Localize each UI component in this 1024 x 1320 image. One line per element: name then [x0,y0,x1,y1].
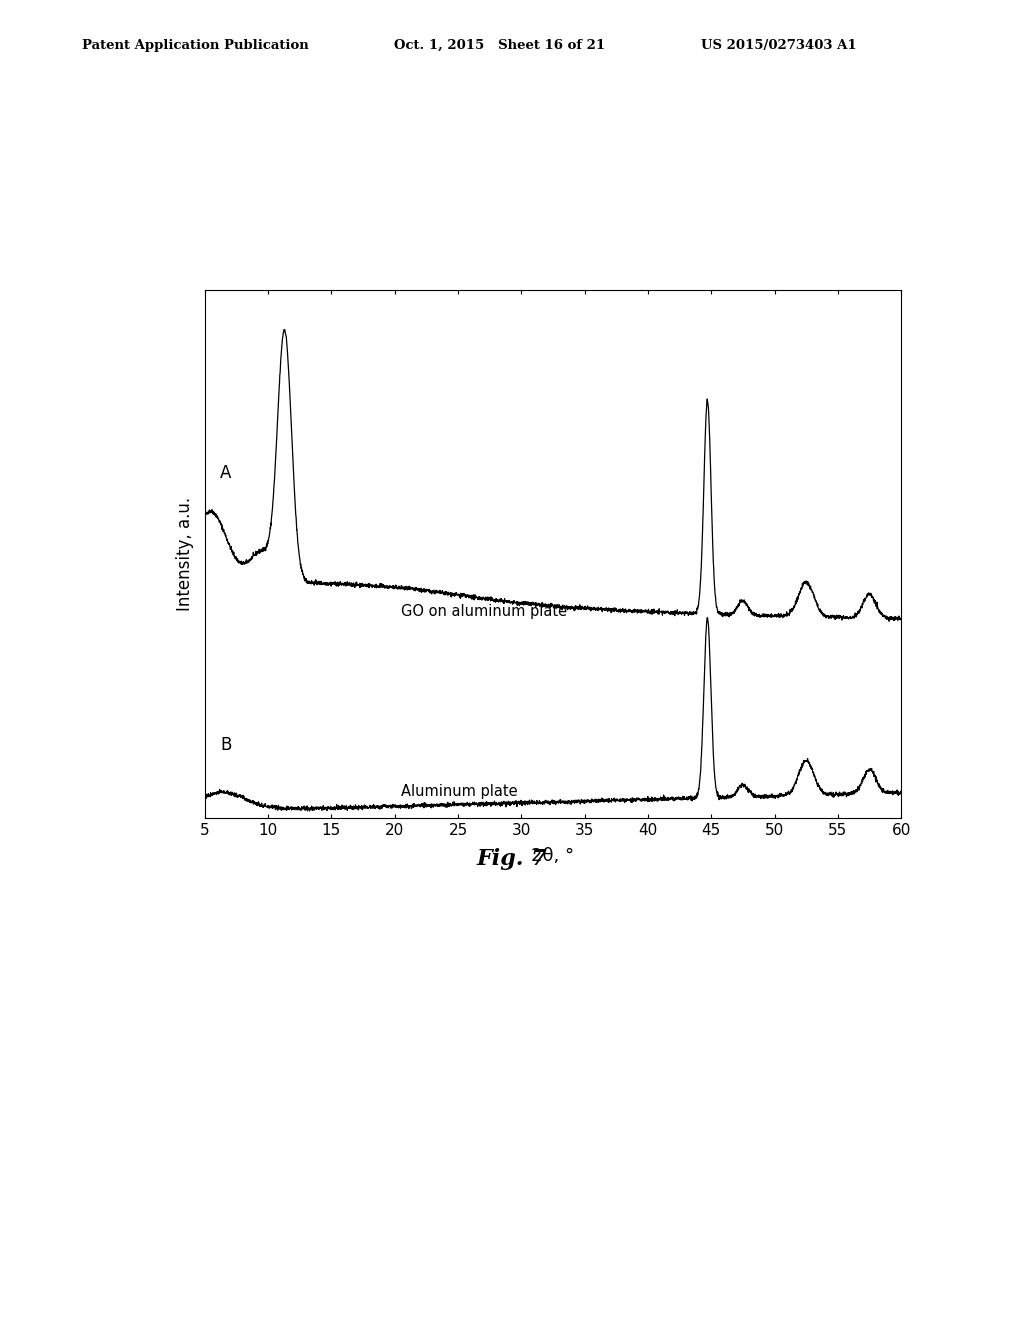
Y-axis label: Intensity, a.u.: Intensity, a.u. [176,498,194,611]
Text: B: B [220,735,231,754]
Text: Oct. 1, 2015   Sheet 16 of 21: Oct. 1, 2015 Sheet 16 of 21 [394,38,605,51]
Text: Patent Application Publication: Patent Application Publication [82,38,308,51]
Text: US 2015/0273403 A1: US 2015/0273403 A1 [701,38,857,51]
Text: A: A [220,465,231,482]
X-axis label: 2θ, °: 2θ, ° [531,846,574,865]
Text: Fig. 7: Fig. 7 [476,847,548,870]
Text: GO on aluminum plate: GO on aluminum plate [401,605,567,619]
Text: Aluminum plate: Aluminum plate [401,784,518,799]
